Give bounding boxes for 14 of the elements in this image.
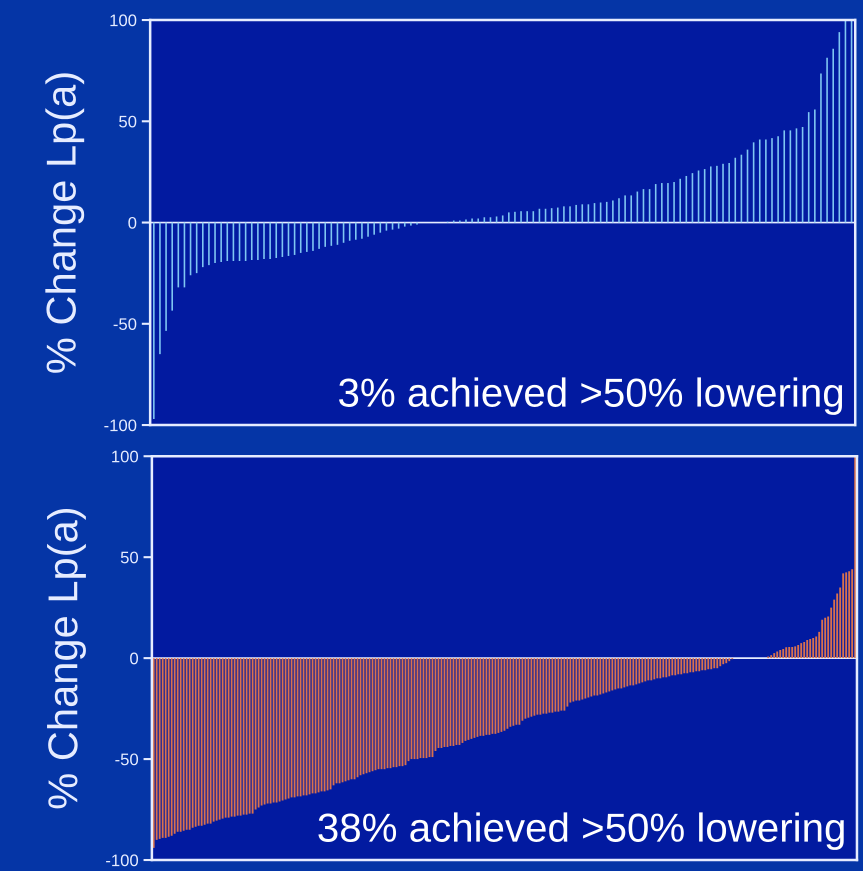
y-tick-label: 100 [112, 450, 138, 462]
y-tick-label: 50 [120, 552, 138, 564]
annotation: 38% achieved >50% lowering [318, 812, 844, 850]
y-tick-label: 50 [119, 116, 136, 128]
y-tick-label: 100 [110, 14, 136, 26]
y-axis-title: % Change Lp(a) [47, 508, 86, 808]
y-tick-label: -50 [115, 753, 138, 766]
y-tick-label: -100 [106, 854, 138, 866]
y-tick-label: -50 [114, 318, 136, 330]
y-tick-label: 0 [128, 216, 136, 229]
y-tick-label: 0 [130, 652, 138, 664]
y-axis-title: % Change Lp(a) [45, 73, 84, 373]
annotation: 3% achieved >50% lowering [339, 377, 842, 415]
y-tick-label: -100 [104, 419, 136, 432]
